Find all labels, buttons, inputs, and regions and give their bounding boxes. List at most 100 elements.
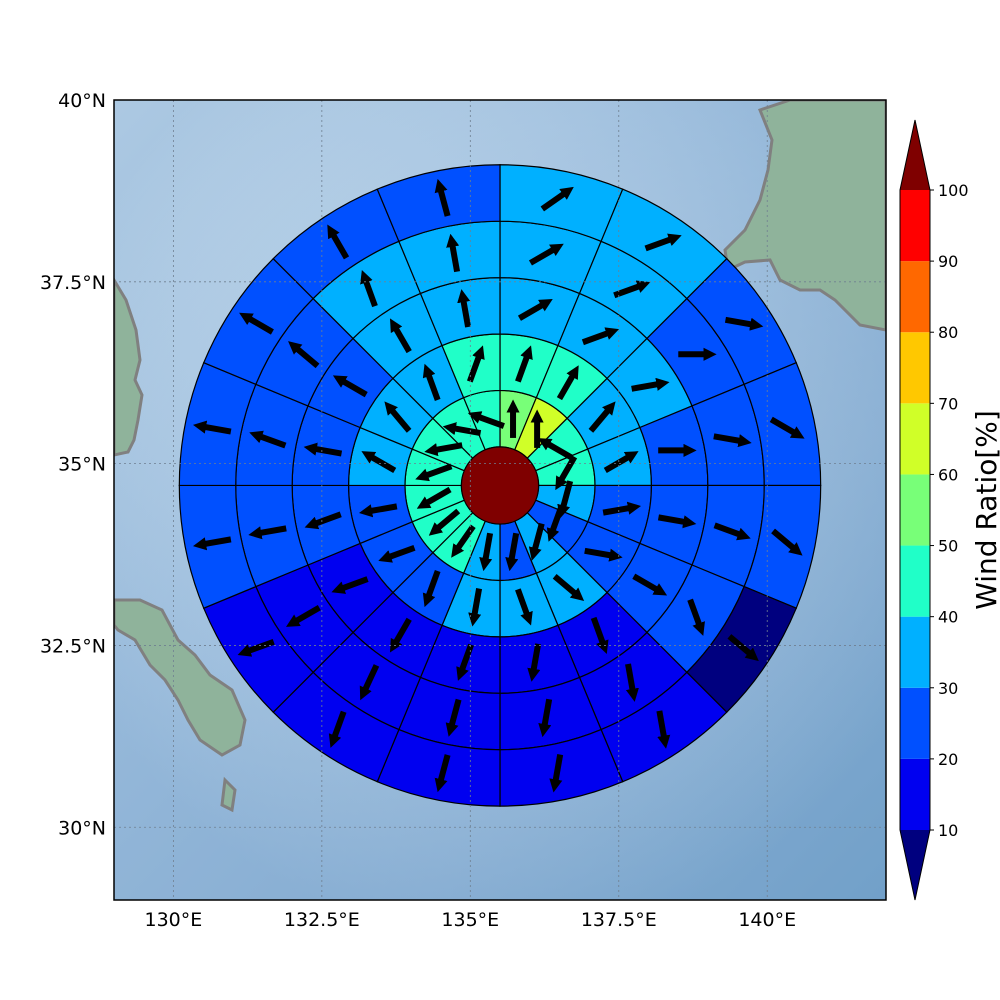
wind-arrow [359, 664, 380, 701]
wind-arrow [327, 224, 350, 260]
korea-land [114, 277, 144, 457]
wind-arrow [422, 363, 441, 401]
wind-arrow [384, 401, 412, 433]
latitude-tick-label: 40°N [58, 90, 106, 112]
wind-arrow [602, 501, 642, 516]
wind-arrow [249, 430, 287, 449]
wind-arrow [442, 422, 482, 436]
map-gridlines [114, 100, 886, 900]
wind-arrow [286, 605, 321, 627]
colorbar: 10 20 30 40 50 60 70 80 90 100 [899, 119, 969, 901]
wind-arrow [466, 345, 485, 383]
tohoku-land [723, 100, 886, 332]
colorbar-bin [900, 616, 930, 688]
longitude-tick-label: 132.5°E [284, 909, 360, 931]
longitude-tick-label: 140°E [738, 909, 796, 931]
wind-arrow [416, 486, 452, 509]
colorbar-over-triangle [900, 120, 930, 190]
wind-arrow [467, 411, 505, 429]
wind-arrow [505, 532, 520, 572]
wind-arrow [517, 299, 553, 321]
tanegashima-land [220, 776, 237, 813]
colorbar-tick-label: 100 [938, 181, 969, 200]
colorbar-tick-label: 40 [938, 608, 958, 627]
longitude-tick-label: 135°E [441, 909, 499, 931]
wind-arrow [527, 643, 542, 682]
colorbar-bin [900, 758, 930, 830]
longitude-tick-labels: 130°E 132.5°E 135°E 137.5°E 140°E [144, 909, 796, 931]
wind-arrow [515, 588, 533, 626]
wind-arrow [549, 754, 564, 793]
colorbar-tick-label: 70 [938, 394, 958, 413]
wind-arrow [239, 312, 274, 335]
wind-arrow [540, 186, 574, 212]
wind-arrow [631, 377, 670, 392]
colorbar-tick-label: 60 [938, 465, 958, 484]
wind-arrow [358, 503, 398, 518]
wind-arrow [422, 569, 441, 608]
wind-arrow [456, 643, 474, 681]
colorbar-bin [900, 474, 930, 546]
wind-arrow [657, 514, 697, 529]
wind-arrow [389, 617, 412, 653]
wind-arrow [528, 243, 564, 266]
wind-arrow [434, 178, 451, 217]
wind-arrow [193, 536, 232, 551]
wind-arrow [515, 345, 533, 383]
colorbar-bin [900, 545, 930, 617]
wind-arrow [538, 698, 553, 738]
colorbar-bin [900, 687, 930, 759]
wind-ratio-wheel [178, 164, 822, 807]
wind-arrow [625, 663, 639, 702]
latitude-tick-label: 37.5°N [40, 272, 106, 294]
wind-arrow [632, 573, 668, 596]
wind-arrow [588, 401, 616, 433]
colorbar-tick-label: 20 [938, 750, 958, 769]
wind-arrow [656, 710, 671, 749]
colorbar-bin [900, 261, 930, 333]
colorbar-bin [900, 190, 930, 262]
wind-arrows [193, 178, 805, 793]
wind-arrow [603, 451, 639, 474]
wind-arrow [331, 576, 369, 594]
wind-arrow [446, 233, 461, 273]
latitude-tick-label: 30°N [58, 817, 106, 839]
latitude-tick-label: 32.5°N [40, 635, 106, 657]
wind-arrow [304, 511, 342, 530]
wind-arrow [613, 280, 651, 299]
colorbar-title: Wind Ratio[%] [970, 410, 1000, 610]
longitude-tick-label: 130°E [144, 909, 202, 931]
wind-arrow [237, 638, 275, 657]
wind-arrow [303, 442, 343, 457]
wind-arrow [771, 528, 803, 556]
wind-arrow [424, 442, 463, 457]
wind-arrow [687, 598, 705, 636]
latitude-tick-labels: 30°N 32.5°N 35°N 37.5°N 40°N [40, 90, 106, 839]
wind-arrow [434, 754, 451, 793]
wind-arrow [479, 532, 494, 572]
colorbar-tick-label: 30 [938, 679, 958, 698]
wind-arrow [724, 316, 764, 331]
wind-arrow [590, 616, 609, 655]
wind-arrow [378, 544, 416, 563]
wind-arrow [248, 525, 287, 540]
wind-arrow [468, 588, 483, 627]
wind-arrow [769, 416, 805, 439]
wind-arrow [389, 318, 412, 354]
map-frame [113, 99, 887, 901]
wind-arrow [713, 522, 751, 541]
wind-arrow [328, 710, 347, 748]
wind-arrow [360, 269, 378, 308]
wheel-sector [376, 164, 501, 243]
wind-arrow [288, 341, 320, 369]
wind-arrow [332, 375, 368, 398]
map-area [114, 100, 886, 900]
kyushu-land [114, 598, 247, 757]
colorbar-tick-label: 50 [938, 537, 958, 556]
wind-arrow [361, 451, 397, 474]
wind-arrow [537, 438, 573, 460]
wind-arrow [552, 574, 585, 602]
wind-arrow [415, 463, 453, 482]
colorbar-bin [900, 403, 930, 475]
colorbar-tick-label: 90 [938, 252, 958, 271]
